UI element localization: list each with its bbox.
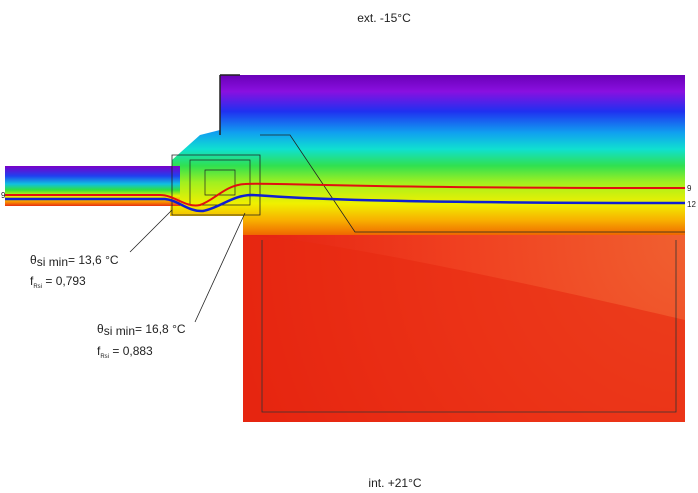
interior-label: int. +21°C bbox=[368, 476, 421, 490]
isotherm-label: 12 bbox=[687, 200, 696, 209]
annotation-theta: θsi min= 16,8 °C bbox=[97, 322, 186, 338]
profile-outline bbox=[189, 159, 251, 206]
wall-outline bbox=[219, 74, 240, 135]
room-outline bbox=[261, 240, 677, 413]
interior-band bbox=[243, 235, 685, 422]
frame-outline bbox=[171, 154, 261, 216]
annotation-theta: θsi min= 13,6 °C bbox=[30, 253, 119, 269]
isotherm-label: 9 bbox=[1, 191, 6, 200]
leader-line bbox=[129, 209, 173, 253]
insulation-outline bbox=[260, 134, 685, 233]
isotherm-12 bbox=[5, 193, 686, 213]
isotherm-9 bbox=[5, 182, 686, 207]
annotation-f: fRsi = 0,883 bbox=[97, 344, 153, 360]
annotation-f: fRsi = 0,793 bbox=[30, 274, 86, 290]
isotherm-label: 9 bbox=[687, 184, 692, 193]
exterior-label: ext. -15°C bbox=[357, 11, 411, 25]
leader-line bbox=[194, 212, 246, 323]
